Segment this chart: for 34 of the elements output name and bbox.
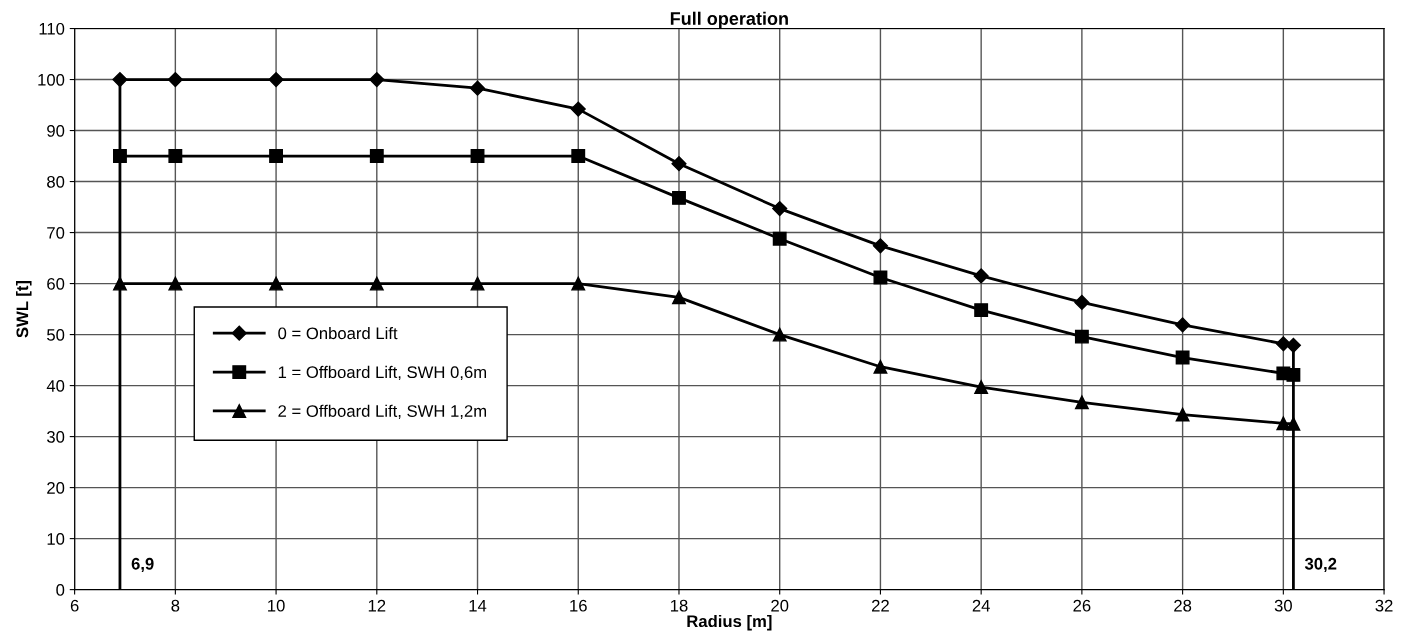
- y-tick-label: 110: [39, 22, 65, 35]
- y-tick-label: 80: [47, 175, 65, 188]
- x-tick-label: 14: [469, 599, 487, 612]
- y-tick-label: 20: [47, 482, 65, 494]
- x-tick-label: 16: [570, 599, 587, 612]
- y-tick-label: 40: [46, 379, 65, 392]
- x-tick-label: 20: [771, 599, 789, 612]
- x-tick-label: 8: [171, 599, 180, 612]
- legend-label: 1 = Offboard Lift, SWH 0,6m: [278, 365, 487, 381]
- y-tick-label: 60: [47, 277, 65, 290]
- y-tick-label: 50: [47, 328, 65, 341]
- ref-line-label: 30,2: [1304, 557, 1337, 573]
- y-tick-label: 70: [47, 226, 65, 239]
- x-tick-label: 18: [670, 599, 688, 612]
- y-tick-label: 30: [47, 431, 65, 443]
- y-tick-label: 100: [38, 73, 65, 86]
- ref-line-label: 6,9: [131, 557, 154, 573]
- x-tick-label: 22: [872, 599, 889, 612]
- x-tick-label: 12: [368, 599, 386, 612]
- legend-label: 2 = Offboard Lift, SWH 1,2m: [278, 404, 487, 419]
- x-tick-label: 26: [1073, 599, 1091, 612]
- chart-title: Full operation: [670, 11, 788, 29]
- x-axis-title: Radius [m]: [687, 614, 772, 631]
- y-axis-title: SWL [t]: [16, 281, 32, 338]
- x-tick-label: 30: [1274, 599, 1292, 612]
- legend-label: 0 = Onboard Lift: [278, 326, 398, 340]
- x-tick-label: 28: [1174, 599, 1192, 612]
- x-tick-label: 32: [1375, 599, 1393, 612]
- y-tick-label: 10: [47, 533, 65, 545]
- x-tick-label: 10: [268, 599, 285, 612]
- y-tick-label: 0: [56, 584, 65, 596]
- y-tick-label: 90: [47, 124, 65, 137]
- x-tick-label: 6: [70, 599, 79, 612]
- x-tick-label: 24: [972, 599, 990, 612]
